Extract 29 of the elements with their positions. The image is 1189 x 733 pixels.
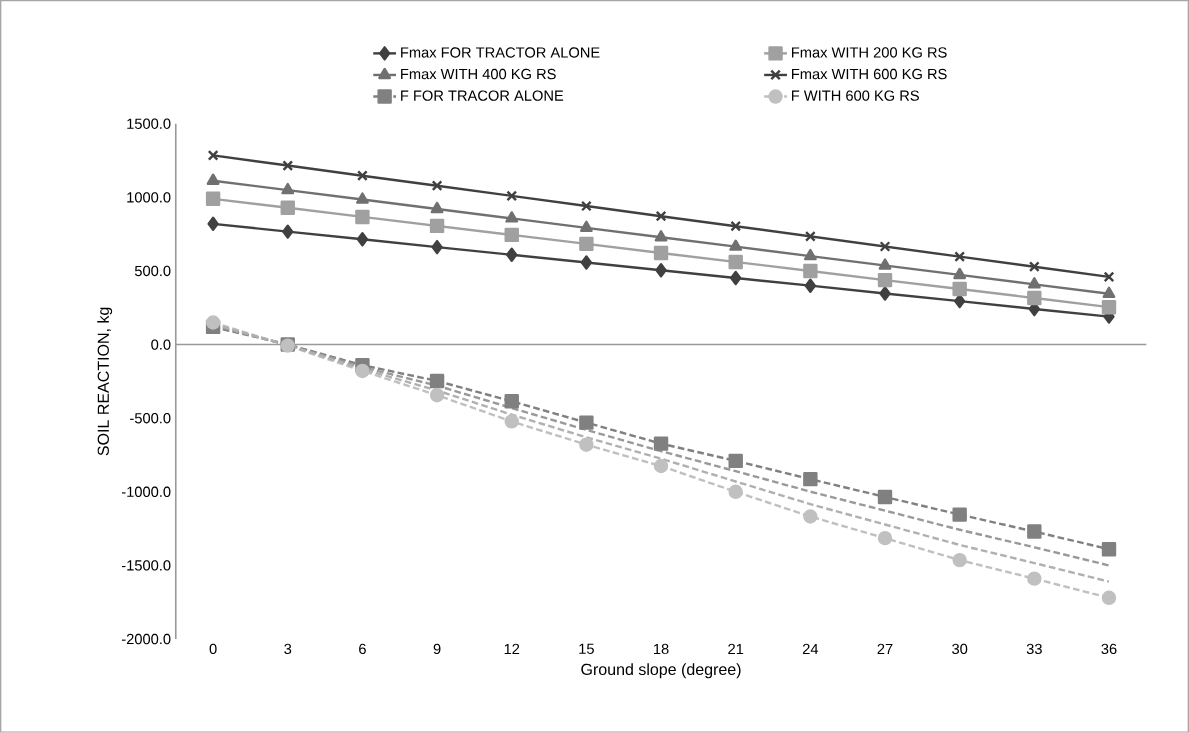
- legend-label: Fmax WITH 200 KG RS: [792, 47, 947, 58]
- x-tick-label: 36: [1101, 643, 1117, 655]
- y-tick-label: 1500.0: [127, 118, 171, 130]
- x-tick-label: 33: [1026, 643, 1042, 655]
- x-tick-label: 18: [653, 643, 669, 655]
- x-tick-label: 27: [877, 643, 893, 655]
- legend-label: F FOR TRACOR ALONE: [401, 90, 564, 101]
- x-tick-label: 12: [504, 643, 520, 655]
- y-tick-label: 0.0: [151, 339, 171, 350]
- y-tick-label: -1500.0: [121, 560, 171, 571]
- x-tick-label: 24: [802, 643, 819, 655]
- legend-label: F WITH 600 KG RS: [792, 90, 919, 101]
- y-axis-title: SOIL REACTION, kg: [97, 307, 113, 456]
- x-tick-label: 15: [579, 643, 594, 655]
- x-tick-label: 30: [952, 643, 968, 655]
- y-tick-label: -1000.0: [121, 486, 171, 498]
- x-tick-label: 6: [359, 643, 366, 655]
- y-tick-label: 1000.0: [127, 192, 171, 203]
- x-tick-label: 3: [284, 643, 292, 655]
- legend-label: Fmax FOR TRACTOR ALONE: [401, 47, 600, 58]
- legend-label: Fmax WITH 600 KG RS: [792, 68, 947, 80]
- x-tick-label: 9: [433, 643, 441, 655]
- y-tick-label: 500.0: [134, 265, 171, 277]
- x-axis-title: Ground slope (degree): [581, 663, 741, 679]
- x-tick-label: 0: [209, 643, 217, 655]
- x-tick-label: 21: [728, 643, 744, 655]
- y-tick-label: -2000.0: [121, 633, 171, 645]
- legend-label: Fmax WITH 400 KG RS: [401, 68, 556, 80]
- y-tick-label: -500.0: [130, 413, 171, 424]
